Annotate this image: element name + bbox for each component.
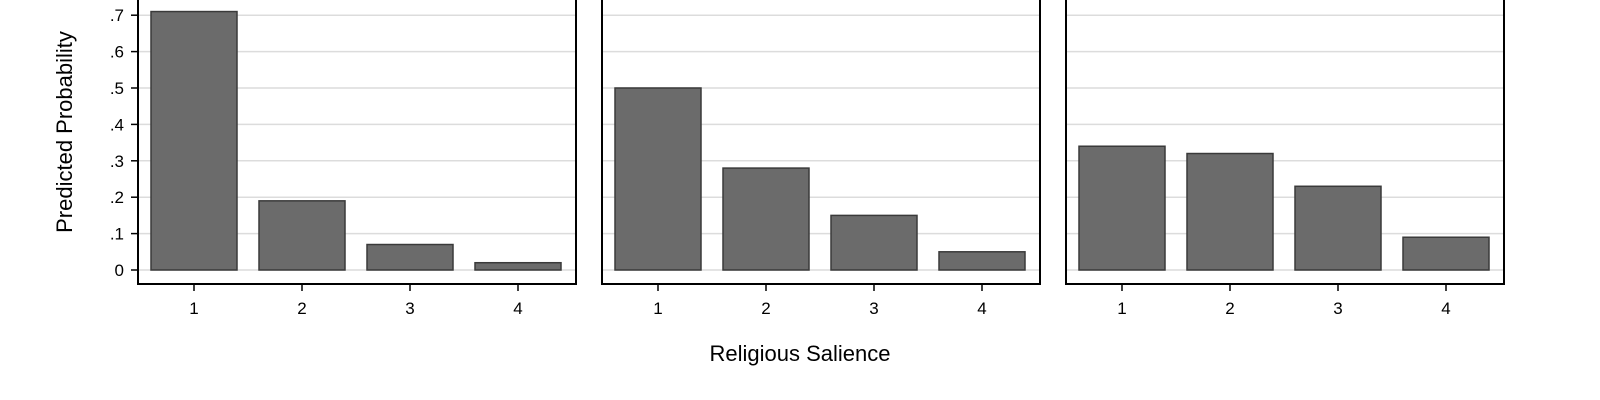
bar: [1078, 145, 1166, 271]
x-tick-label: 2: [297, 299, 306, 318]
bar: [1186, 152, 1274, 271]
x-tick-label: 4: [977, 299, 986, 318]
panel-frame: [137, 0, 577, 285]
x-axis-title: Religious Salience: [710, 341, 891, 366]
x-tick-label: 1: [189, 299, 198, 318]
y-tick-label: .7: [110, 6, 124, 25]
y-tick-label: .2: [110, 188, 124, 207]
bar: [722, 167, 810, 271]
bar: [366, 243, 454, 271]
panel-frame: [601, 0, 1041, 285]
panel-3: 1 2 3 4: [1065, 0, 1505, 318]
x-tick-label: 2: [1225, 299, 1234, 318]
x-tick-label: 4: [1441, 299, 1450, 318]
x-tick-label: 1: [1117, 299, 1126, 318]
panel-2: 1 2 3 4: [601, 0, 1041, 318]
x-tick-label: 2: [761, 299, 770, 318]
y-tick-label: .6: [110, 43, 124, 62]
bar: [150, 10, 238, 271]
y-tick-label: .4: [110, 115, 124, 134]
y-tick-label: .3: [110, 152, 124, 171]
x-tick-label: 3: [869, 299, 878, 318]
x-tick-label: 1: [653, 299, 662, 318]
y-axis-title: Predicted Probability: [52, 31, 77, 233]
panel-frame: [1065, 0, 1505, 285]
bar: [830, 214, 918, 271]
bar: [614, 87, 702, 271]
panel-1: 1 2 3 4 0 .1 .2 .3 .4 .5 .6 .7: [110, 0, 577, 318]
y-tick-label: .1: [110, 225, 124, 244]
bar: [1294, 185, 1382, 271]
x-tick-label: 3: [1333, 299, 1342, 318]
y-tick-label: .5: [110, 79, 124, 98]
bar: [474, 261, 562, 271]
y-tick-label: 0: [115, 261, 124, 280]
x-tick-label: 3: [405, 299, 414, 318]
chart-panels: 1 2 3 4 0 .1 .2 .3 .4 .5 .6 .7 1 2 3 4 1 2 3 4: [110, 0, 1505, 318]
bar: [258, 200, 346, 271]
bar: [1402, 236, 1490, 271]
bar: [938, 251, 1026, 271]
x-tick-label: 4: [513, 299, 522, 318]
